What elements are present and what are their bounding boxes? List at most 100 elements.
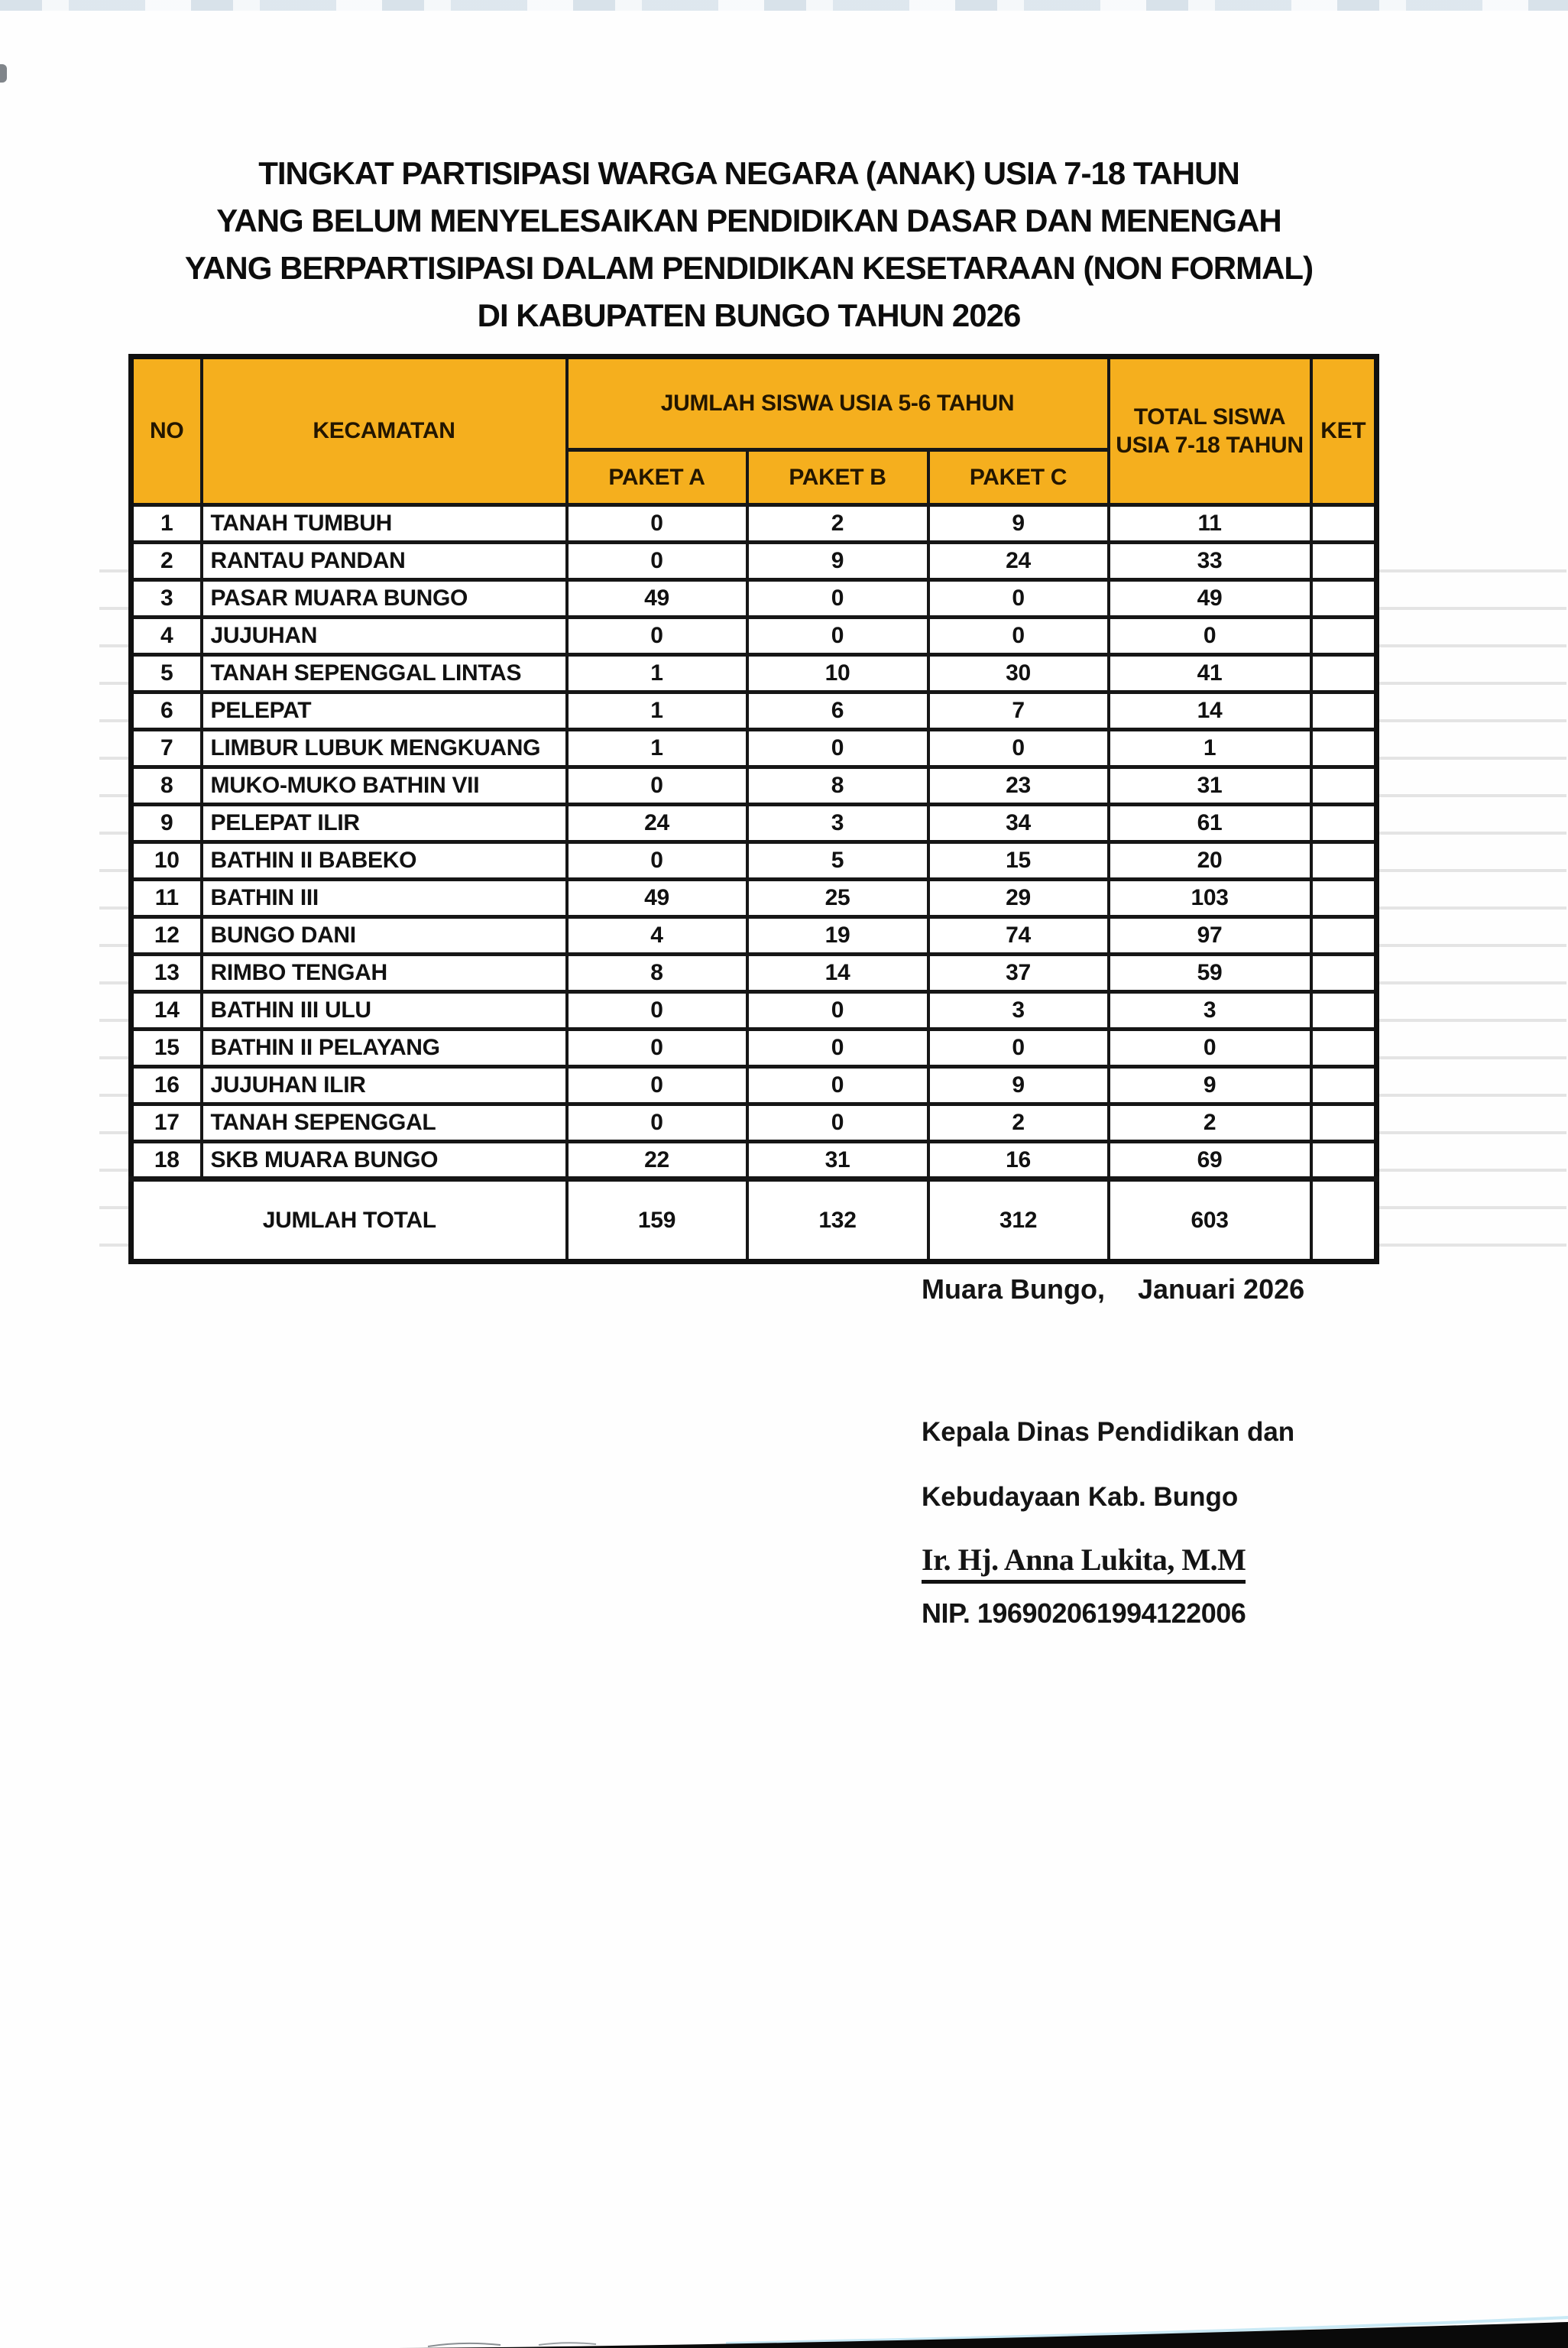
cell-ket bbox=[1309, 653, 1378, 694]
table-row: 2 RANTAU PANDAN 0 9 24 33 bbox=[129, 540, 1378, 582]
total-paket-c: 312 bbox=[926, 1176, 1110, 1263]
cell-paket-a: 0 bbox=[565, 615, 749, 657]
cell-paket-c: 34 bbox=[926, 803, 1110, 844]
header-paket-c: PAKET C bbox=[926, 448, 1110, 507]
table-row: 9 PELEPAT ILIR 24 3 34 61 bbox=[129, 803, 1378, 844]
cell-paket-b: 0 bbox=[745, 1102, 930, 1143]
title-line-3: YANG BERPARTISIPASI DALAM PENDIDIKAN KES… bbox=[184, 250, 1314, 286]
cell-paket-c: 29 bbox=[926, 877, 1110, 919]
table-row: 17 TANAH SEPENGGAL 0 0 2 2 bbox=[129, 1102, 1378, 1143]
cell-total: 9 bbox=[1106, 1065, 1313, 1106]
title-line-1: TINGKAT PARTISIPASI WARGA NEGARA (ANAK) … bbox=[258, 155, 1240, 191]
cell-paket-a: 1 bbox=[565, 653, 749, 694]
cell-ket bbox=[1309, 728, 1378, 769]
cell-paket-c: 74 bbox=[926, 915, 1110, 956]
cell-ket bbox=[1309, 615, 1378, 657]
cell-no: 11 bbox=[129, 877, 203, 919]
scan-smudge-left bbox=[0, 64, 7, 83]
cell-total: 20 bbox=[1106, 840, 1313, 881]
cell-total: 69 bbox=[1106, 1140, 1313, 1181]
cell-paket-a: 0 bbox=[565, 503, 749, 544]
cell-paket-c: 24 bbox=[926, 540, 1110, 582]
cell-kecamatan: BATHIN III bbox=[199, 877, 569, 919]
cell-paket-a: 0 bbox=[565, 540, 749, 582]
cell-paket-c: 37 bbox=[926, 952, 1110, 994]
signature-place-date: Muara Bungo, Januari 2026 bbox=[922, 1273, 1411, 1305]
table-row: 6 PELEPAT 1 6 7 14 bbox=[129, 690, 1378, 731]
signature-block: Muara Bungo, Januari 2026 Kepala Dinas Pe… bbox=[922, 1273, 1411, 1630]
cell-paket-c: 15 bbox=[926, 840, 1110, 881]
title-line-2: YANG BELUM MENYELESAIKAN PENDIDIKAN DASA… bbox=[216, 203, 1282, 238]
cell-kecamatan: PELEPAT ILIR bbox=[199, 803, 569, 844]
cell-no: 3 bbox=[129, 578, 203, 619]
cell-paket-b: 6 bbox=[745, 690, 930, 731]
cell-no: 18 bbox=[129, 1140, 203, 1181]
cell-kecamatan: SKB MUARA BUNGO bbox=[199, 1140, 569, 1181]
cell-total: 0 bbox=[1106, 1027, 1313, 1069]
cell-paket-b: 9 bbox=[745, 540, 930, 582]
cell-ket bbox=[1309, 803, 1378, 844]
cell-paket-b: 0 bbox=[745, 1065, 930, 1106]
table-row: 10 BATHIN II BABEKO 0 5 15 20 bbox=[129, 840, 1378, 881]
cell-no: 6 bbox=[129, 690, 203, 731]
cell-paket-a: 0 bbox=[565, 765, 749, 806]
cell-paket-c: 23 bbox=[926, 765, 1110, 806]
cell-kecamatan: PELEPAT bbox=[199, 690, 569, 731]
header-kecamatan: KECAMATAN bbox=[199, 355, 569, 507]
cell-paket-b: 25 bbox=[745, 877, 930, 919]
cell-ket bbox=[1309, 765, 1378, 806]
table-row: 3 PASAR MUARA BUNGO 49 0 0 49 bbox=[129, 578, 1378, 619]
cell-paket-c: 0 bbox=[926, 578, 1110, 619]
cell-kecamatan: BATHIN III ULU bbox=[199, 990, 569, 1031]
cell-paket-b: 5 bbox=[745, 840, 930, 881]
cell-ket bbox=[1309, 1065, 1378, 1106]
cell-paket-a: 4 bbox=[565, 915, 749, 956]
cell-no: 13 bbox=[129, 952, 203, 994]
cell-paket-b: 0 bbox=[745, 728, 930, 769]
cell-paket-b: 2 bbox=[745, 503, 930, 544]
cell-paket-b: 19 bbox=[745, 915, 930, 956]
cell-total: 97 bbox=[1106, 915, 1313, 956]
cell-paket-c: 16 bbox=[926, 1140, 1110, 1181]
cell-paket-c: 0 bbox=[926, 728, 1110, 769]
table-row: 18 SKB MUARA BUNGO 22 31 16 69 bbox=[129, 1140, 1378, 1181]
table-row: 1 TANAH TUMBUH 0 2 9 11 bbox=[129, 503, 1378, 544]
cell-paket-a: 49 bbox=[565, 877, 749, 919]
cell-kecamatan: JUJUHAN bbox=[199, 615, 569, 657]
signature-date: Januari 2026 bbox=[1138, 1273, 1305, 1305]
table-row: 5 TANAH SEPENGGAL LINTAS 1 10 30 41 bbox=[129, 653, 1378, 694]
total-paket-b: 132 bbox=[745, 1176, 930, 1263]
signature-office-line1: Kepala Dinas Pendidikan dan bbox=[922, 1417, 1295, 1447]
cell-kecamatan: BUNGO DANI bbox=[199, 915, 569, 956]
header-no: NO bbox=[129, 355, 203, 507]
cell-kecamatan: JUJUHAN ILIR bbox=[199, 1065, 569, 1106]
cell-paket-c: 9 bbox=[926, 503, 1110, 544]
cell-ket bbox=[1309, 840, 1378, 881]
cell-paket-a: 0 bbox=[565, 990, 749, 1031]
signature-nip: NIP. 196902061994122006 bbox=[922, 1597, 1246, 1629]
cell-no: 10 bbox=[129, 840, 203, 881]
header-ket: KET bbox=[1309, 355, 1378, 507]
cell-paket-b: 8 bbox=[745, 765, 930, 806]
cell-ket bbox=[1309, 1102, 1378, 1143]
cell-total: 2 bbox=[1106, 1102, 1313, 1143]
cell-no: 7 bbox=[129, 728, 203, 769]
cell-paket-a: 1 bbox=[565, 728, 749, 769]
cell-kecamatan: LIMBUR LUBUK MENGKUANG bbox=[199, 728, 569, 769]
participation-table: NO KECAMATAN JUMLAH SISWA USIA 5-6 TAHUN… bbox=[128, 354, 1380, 1264]
cell-ket bbox=[1309, 1027, 1378, 1069]
cell-total: 3 bbox=[1106, 990, 1313, 1031]
cell-no: 14 bbox=[129, 990, 203, 1031]
cell-no: 2 bbox=[129, 540, 203, 582]
total-ket bbox=[1309, 1176, 1378, 1263]
table-footer: JUMLAH TOTAL 159 132 312 603 bbox=[129, 1176, 1378, 1263]
table-row: 15 BATHIN II PELAYANG 0 0 0 0 bbox=[129, 1027, 1378, 1069]
cell-ket bbox=[1309, 1140, 1378, 1181]
cell-paket-a: 22 bbox=[565, 1140, 749, 1181]
table-row: 13 RIMBO TENGAH 8 14 37 59 bbox=[129, 952, 1378, 994]
cell-paket-b: 0 bbox=[745, 990, 930, 1031]
cell-paket-b: 10 bbox=[745, 653, 930, 694]
table-body: 1 TANAH TUMBUH 0 2 9 11 2 RANTAU PANDAN … bbox=[129, 503, 1378, 1181]
cell-kecamatan: TANAH SEPENGGAL bbox=[199, 1102, 569, 1143]
header-total-usia-7-18: TOTAL SISWA USIA 7-18 TAHUN bbox=[1106, 355, 1313, 507]
